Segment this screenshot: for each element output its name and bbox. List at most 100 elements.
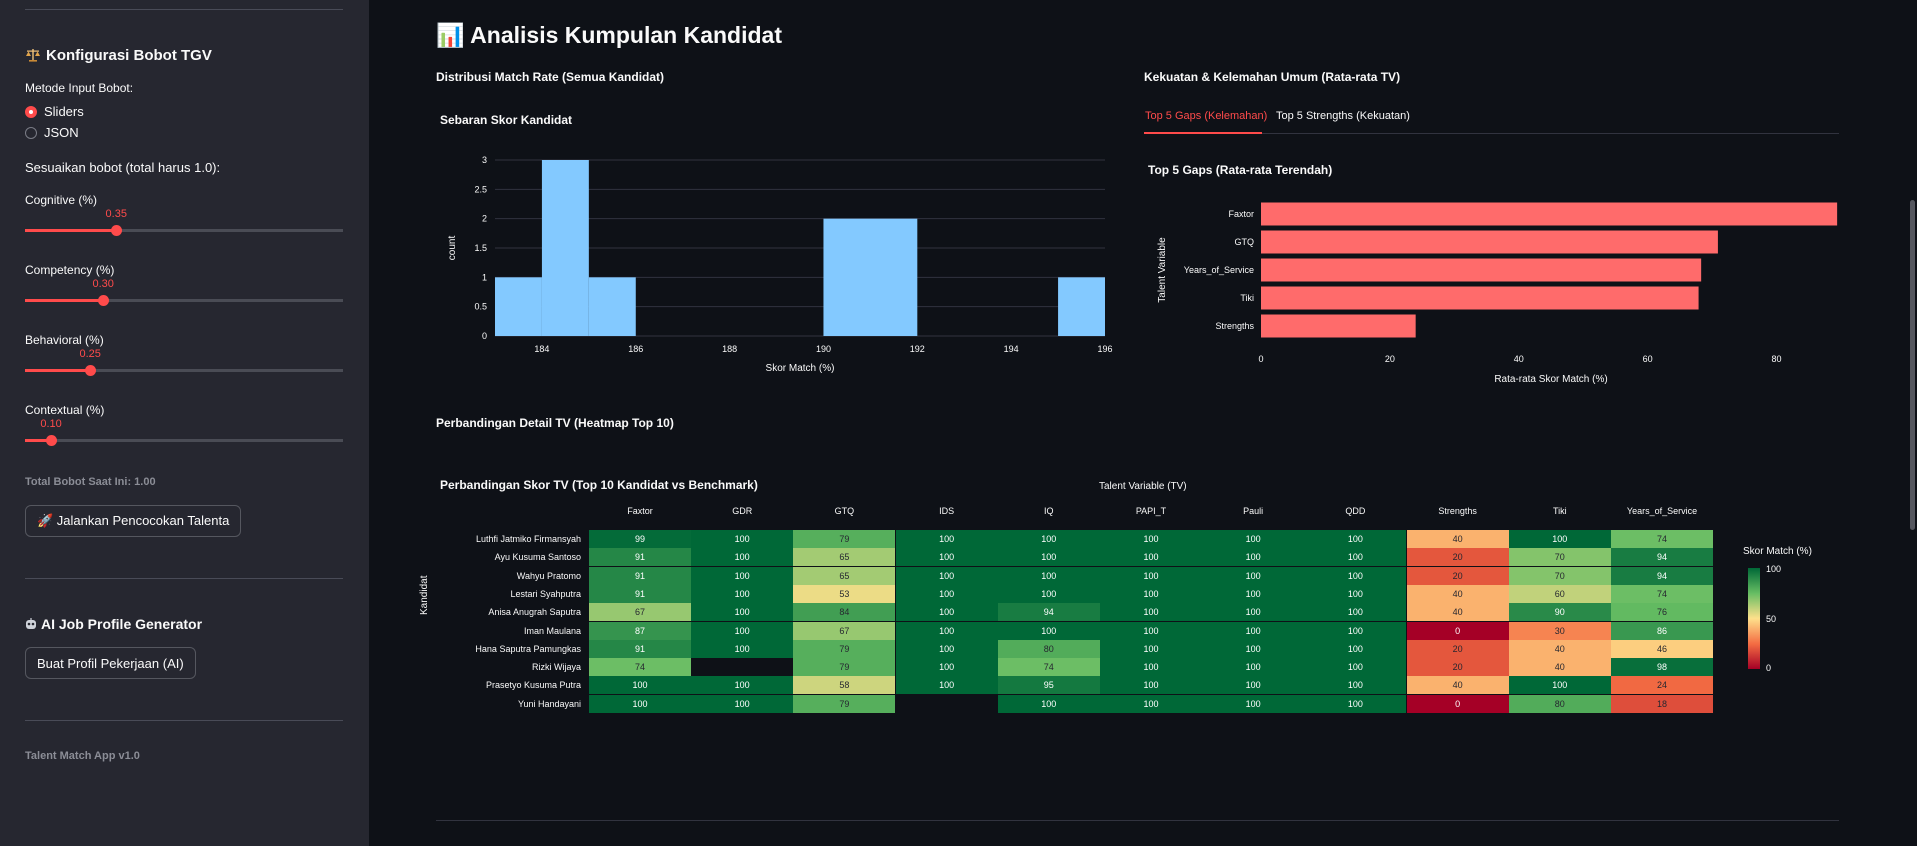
radio-unselected-icon bbox=[25, 126, 37, 139]
radio-json-label: JSON bbox=[44, 125, 79, 140]
slider-fill bbox=[25, 299, 104, 302]
heatmap-cell: 100 bbox=[1202, 639, 1305, 658]
slider-label: Behavioral (%) bbox=[25, 333, 104, 347]
slider-label: Competency (%) bbox=[25, 263, 115, 277]
slider-track bbox=[25, 229, 343, 232]
x-tick-label: 80 bbox=[1772, 354, 1782, 364]
heatmap-cell: 100 bbox=[1100, 603, 1202, 622]
heatmap-row-label: Rizki Wijaya bbox=[531, 662, 581, 673]
heatmap-cell: 53 bbox=[793, 584, 896, 603]
category-label: Strengths bbox=[1215, 321, 1254, 331]
scrollbar[interactable] bbox=[1910, 200, 1915, 530]
heatmap-cell: 30 bbox=[1508, 621, 1611, 640]
weight-slider[interactable]: 0.10 bbox=[25, 418, 343, 447]
heatmap-cell: 60 bbox=[1508, 584, 1611, 603]
gap-bar bbox=[1261, 230, 1718, 254]
weight-slider[interactable]: 0.30 bbox=[25, 278, 343, 307]
tab-top-gaps[interactable]: Top 5 Gaps (Kelemahan) bbox=[1145, 110, 1268, 122]
slider-thumb[interactable] bbox=[46, 435, 58, 446]
heatmap-cell: 100 bbox=[691, 621, 794, 640]
heatmap-cell: 74 bbox=[589, 658, 691, 677]
heatmap-row-label: Lestari Syahputra bbox=[510, 588, 581, 599]
slider-thumb[interactable] bbox=[111, 225, 123, 236]
y-tick-label: 0.5 bbox=[474, 302, 487, 312]
heatmap-cell: 100 bbox=[997, 566, 1100, 585]
heatmap-cell: 100 bbox=[691, 639, 794, 658]
heatmap-column-label: Years_of_Service bbox=[1626, 506, 1698, 516]
slider-value: 0.35 bbox=[105, 208, 127, 220]
heatmap-cell: 100 bbox=[1202, 676, 1305, 695]
gap-bar bbox=[1261, 258, 1702, 282]
heatmap-cell: 100 bbox=[1304, 658, 1407, 677]
heatmap-cell: 91 bbox=[589, 548, 691, 567]
heatmap-row-label: Ayu Kusuma Santoso bbox=[494, 552, 581, 563]
heatmap-cell: 100 bbox=[1304, 584, 1407, 603]
tab-top-strengths[interactable]: Top 5 Strengths (Kekuatan) bbox=[1276, 110, 1410, 122]
ai-title-text: AI Job Profile Generator bbox=[41, 616, 203, 632]
heatmap-cell: 0 bbox=[1406, 694, 1509, 713]
balance-scale-icon bbox=[25, 48, 41, 62]
radio-sliders[interactable]: Sliders bbox=[25, 104, 84, 119]
heatmap-cell: 58 bbox=[793, 676, 896, 695]
heatmap-cell: 100 bbox=[691, 676, 794, 695]
heatmap-cell: 46 bbox=[1611, 639, 1713, 658]
heatmap-cell: 100 bbox=[1202, 584, 1305, 603]
slider-thumb[interactable] bbox=[98, 295, 110, 306]
heatmap-cell: 100 bbox=[1508, 530, 1611, 548]
x-tick-label: 194 bbox=[1004, 344, 1019, 354]
slider-track bbox=[25, 369, 343, 372]
heatmap-cell: 95 bbox=[997, 676, 1100, 695]
histogram-bar bbox=[823, 218, 918, 336]
heatmap-cell: 40 bbox=[1406, 676, 1509, 695]
x-tick-label: 190 bbox=[816, 344, 831, 354]
category-label: Tiki bbox=[1240, 293, 1254, 303]
heatmap-xlabel: Talent Variable (TV) bbox=[1099, 481, 1187, 492]
heatmap-cell: 100 bbox=[1100, 658, 1202, 677]
heatmap-cell: 100 bbox=[1100, 694, 1202, 713]
heatmap-cell: 100 bbox=[589, 676, 691, 695]
heatmap-cell: 100 bbox=[1304, 530, 1407, 548]
heatmap-cell: 74 bbox=[1611, 584, 1713, 603]
heatmap-cell: 100 bbox=[895, 621, 998, 640]
heatmap-cell: 99 bbox=[589, 530, 691, 548]
heatmap-cell: 100 bbox=[1100, 530, 1202, 548]
heatmap-cell: 100 bbox=[1202, 694, 1305, 713]
divider bbox=[25, 9, 343, 10]
heatmap-cell: 70 bbox=[1508, 548, 1611, 567]
run-talent-match-button[interactable]: 🚀 Jalankan Pencocokan Talenta bbox=[25, 505, 242, 537]
y-tick-label: 2.5 bbox=[474, 184, 487, 194]
heatmap-column-label: Pauli bbox=[1243, 506, 1264, 516]
active-tab-indicator bbox=[1144, 132, 1262, 134]
heatmap-cell: 20 bbox=[1406, 548, 1509, 567]
gap-bar bbox=[1261, 202, 1838, 226]
weight-slider[interactable]: 0.25 bbox=[25, 348, 343, 377]
heatmap-cell: 100 bbox=[895, 548, 998, 567]
slider-fill bbox=[25, 229, 117, 232]
heatmap-cell: 94 bbox=[997, 603, 1100, 622]
y-tick-label: 1 bbox=[482, 272, 487, 282]
category-label: Faxtor bbox=[1228, 209, 1254, 219]
y-axis-label: Talent Variable bbox=[1157, 237, 1168, 303]
weight-slider[interactable]: 0.35 bbox=[25, 208, 343, 237]
slider-track bbox=[25, 439, 343, 442]
radio-json[interactable]: JSON bbox=[25, 125, 79, 140]
gap-bar bbox=[1261, 286, 1699, 310]
weights-section-title: Konfigurasi Bobot TGV bbox=[25, 47, 212, 64]
heatmap-cell: 91 bbox=[589, 584, 691, 603]
heatmap-cell: 91 bbox=[589, 639, 691, 658]
y-tick-label: 1.5 bbox=[474, 243, 487, 253]
heatmap-cell: 40 bbox=[1406, 584, 1509, 603]
heatmap-cell bbox=[691, 658, 794, 677]
histogram-chart: 0 0.5 1 1.5 2 2.5 3 184 186 188 190 192 194 196 Skor M… bbox=[447, 155, 1113, 374]
heatmap-cell: 100 bbox=[1100, 584, 1202, 603]
heatmap-cell: 100 bbox=[895, 530, 998, 548]
heatmap-cell: 100 bbox=[895, 639, 998, 658]
heatmap-cell: 100 bbox=[997, 621, 1100, 640]
generate-job-profile-button[interactable]: Buat Profil Pekerjaan (AI) bbox=[25, 647, 196, 679]
slider-thumb[interactable] bbox=[85, 365, 97, 376]
radio-sliders-label: Sliders bbox=[44, 104, 84, 119]
slider-value: 0.25 bbox=[79, 348, 101, 360]
heatmap-cell: 24 bbox=[1611, 676, 1713, 695]
heatmap-row-label: Wahyu Pratomo bbox=[516, 570, 581, 581]
adjust-weights-label: Sesuaikan bobot (total harus 1.0): bbox=[25, 160, 221, 175]
